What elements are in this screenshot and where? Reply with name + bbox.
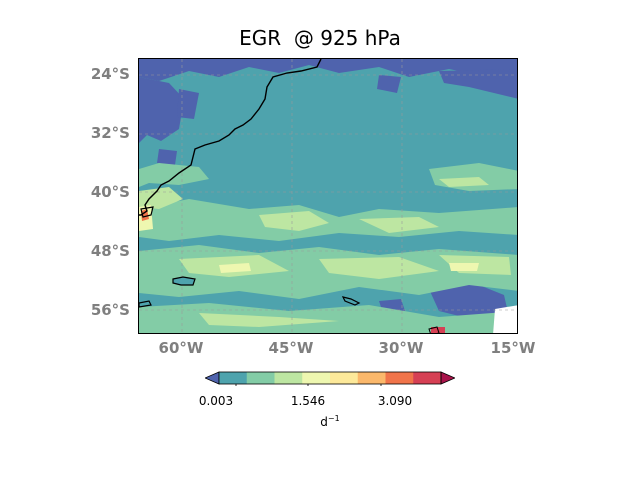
colorbar-cell — [302, 372, 331, 384]
colorbar-cell — [413, 372, 442, 384]
colorbar-label-2: 3.090 — [377, 394, 413, 408]
high-egr-patch-2 — [259, 211, 329, 231]
lat-label-32s: 32°S — [90, 124, 130, 142]
lat-label-40s: 40°S — [90, 183, 130, 201]
colorbar-unit-base: d — [320, 415, 328, 429]
colorbar-cell — [246, 372, 275, 384]
colorbar-cell — [330, 372, 359, 384]
colorbar-extend-min — [205, 371, 220, 385]
lat-label-56s: 56°S — [90, 301, 130, 319]
lon-label-30w: 30°W — [378, 339, 424, 357]
coastline-estuary — [140, 206, 154, 218]
gridlines — [139, 59, 517, 333]
map-panel — [138, 58, 518, 334]
egr-field-map — [139, 59, 517, 333]
colorbar-cell — [357, 372, 386, 384]
colorbar-label-0: 0.003 — [198, 394, 234, 408]
low-egr-patch-b — [377, 75, 401, 93]
falkland-islands — [172, 276, 196, 286]
colorbar-unit-exponent: −1 — [327, 414, 340, 423]
high-egr-patch-3 — [359, 217, 439, 233]
no-data-patch — [493, 305, 517, 333]
low-egr-patch-c — [157, 149, 177, 165]
lon-label-15w: 15°W — [490, 339, 536, 357]
low-egr-northeast-patch — [439, 69, 517, 99]
south-georgia — [341, 296, 361, 306]
colorbar-cell — [385, 372, 414, 384]
colorbar-cell — [274, 372, 303, 384]
colorbar — [205, 371, 455, 386]
mid-egr-band-1 — [139, 163, 209, 187]
peak-egr-patch-1 — [219, 263, 251, 273]
low-egr-patch-a — [177, 89, 199, 119]
colorbar-outline — [218, 371, 442, 385]
peak-egr-patch-2 — [449, 263, 479, 271]
lon-label-45w: 45°W — [268, 339, 314, 357]
tierra-del-fuego — [139, 300, 152, 308]
colorbar-label-1: 1.546 — [290, 394, 326, 408]
hotspot-west-coast — [141, 209, 149, 221]
coastline-south-america — [139, 59, 322, 216]
colorbar-cell — [219, 372, 248, 384]
low-egr-west-patch — [139, 77, 184, 143]
high-egr-patch-8 — [439, 177, 489, 187]
lat-label-24s: 24°S — [90, 65, 130, 83]
chart-title: EGR @ 925 hPa — [239, 26, 401, 50]
lat-label-48s: 48°S — [90, 242, 130, 260]
colorbar-unit: d−1 — [300, 414, 360, 429]
high-egr-patch-1 — [139, 187, 183, 209]
colorbar-extend-max — [440, 371, 455, 385]
high-egr-patch-5 — [319, 257, 439, 279]
south-sandwich-islands — [428, 326, 440, 333]
high-egr-patch-7 — [199, 313, 339, 327]
low-egr-north-strip — [139, 59, 517, 81]
lon-label-60w: 60°W — [158, 339, 204, 357]
low-egr-south-patch — [429, 281, 509, 321]
mid-egr-band-2 — [139, 199, 517, 241]
